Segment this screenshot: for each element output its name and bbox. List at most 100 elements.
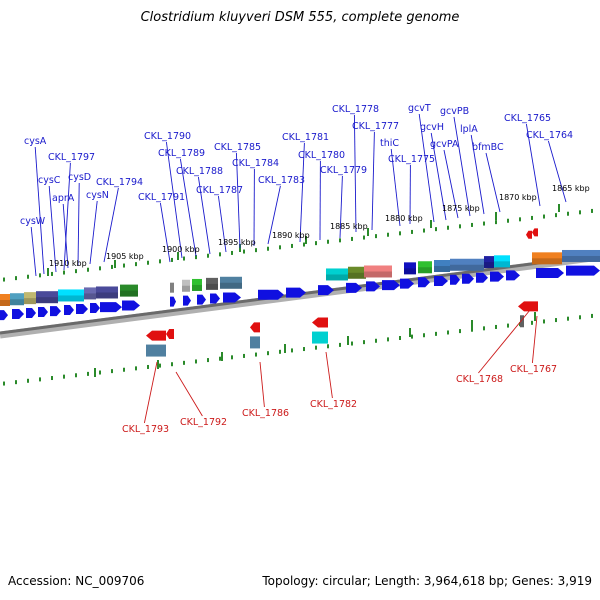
leader-line — [531, 315, 538, 364]
forward-gene-arrow — [462, 273, 474, 284]
reverse-gene-arrow — [146, 330, 166, 341]
leader-line — [34, 146, 45, 275]
gene-label: lplA — [460, 124, 478, 135]
gene-label: aprA — [52, 193, 75, 204]
gene-label: CKL_1775 — [388, 154, 435, 165]
accession-text: Accession: NC_009706 — [8, 574, 145, 588]
leader-line — [159, 202, 171, 263]
function-box — [10, 293, 24, 306]
scale-label: 1880 kbp — [385, 214, 423, 223]
function-box-shade — [58, 295, 84, 302]
forward-gene-arrow — [506, 270, 520, 281]
forward-gene-arrow — [197, 294, 206, 305]
function-box-shade — [24, 298, 36, 305]
leader-line — [339, 175, 343, 239]
scale-label: 1900 kbp — [162, 245, 200, 254]
function-box-shade — [206, 283, 218, 290]
function-box-shade — [192, 284, 202, 291]
function-box — [24, 292, 36, 305]
function-box — [562, 249, 600, 262]
function-box — [0, 294, 10, 306]
forward-gene-arrow — [122, 300, 140, 311]
gene-label: CKL_1777 — [352, 121, 399, 132]
leader-line — [371, 131, 375, 231]
gene-label: CKL_1781 — [282, 132, 329, 143]
function-box — [404, 262, 416, 275]
page-title: Clostridium kluyveri DSM 555, complete g… — [140, 10, 460, 25]
forward-gene-arrow — [566, 265, 600, 276]
gene-label: cysD — [68, 172, 91, 183]
leader-line — [77, 182, 80, 267]
function-box — [450, 258, 484, 271]
leader-line — [470, 134, 485, 215]
gene-label: CKL_1782 — [310, 399, 357, 410]
function-box — [250, 336, 260, 349]
forward-gene-arrow — [346, 282, 362, 293]
leader-line — [478, 309, 531, 374]
forward-gene-arrow — [90, 302, 100, 313]
forward-gene-arrow — [183, 295, 191, 306]
scale-label: 1875 kbp — [442, 204, 480, 213]
function-box — [220, 276, 242, 289]
function-box — [120, 284, 138, 297]
forward-gene-arrow — [223, 292, 241, 303]
leader-line — [547, 140, 567, 203]
function-box — [484, 256, 494, 269]
leader-line — [430, 132, 447, 221]
function-box-shade — [404, 268, 416, 275]
function-box — [326, 268, 348, 281]
forward-gene-arrow — [400, 278, 414, 289]
leader-line — [299, 142, 305, 243]
scale-label: 1890 kbp — [272, 231, 310, 240]
leader-line — [197, 176, 211, 255]
function-box-shade — [434, 266, 450, 273]
function-box-shade — [84, 293, 96, 300]
function-box-shade — [36, 297, 58, 304]
forward-gene-arrow — [366, 281, 380, 292]
leader-line — [525, 123, 541, 207]
function-box — [96, 286, 118, 299]
function-box — [58, 289, 84, 302]
gene-label: CKL_1783 — [258, 175, 305, 186]
function-box — [348, 266, 366, 279]
gene-label: CKL_1768 — [456, 374, 503, 385]
gene-label: cysN — [86, 190, 109, 201]
leader-line — [485, 152, 501, 213]
function-box-shade — [418, 267, 432, 274]
scale-label: 1905 kbp — [106, 252, 144, 261]
leader-line — [179, 158, 197, 257]
forward-gene-arrow — [450, 274, 460, 285]
function-box-shade — [220, 282, 242, 289]
leader-line — [62, 203, 69, 269]
leader-line — [443, 149, 459, 219]
leader-line — [103, 187, 119, 263]
gene-label: CKL_1784 — [232, 158, 279, 169]
function-box — [170, 282, 174, 293]
forward-gene-arrow — [434, 276, 448, 287]
leader-line — [353, 114, 357, 233]
gene-label: CKL_1765 — [504, 113, 551, 124]
reverse-gene-arrow — [166, 328, 174, 339]
reverse-gene-arrow — [518, 301, 538, 312]
function-box — [84, 287, 96, 300]
gene-label: CKL_1793 — [122, 424, 169, 435]
function-box — [206, 277, 218, 290]
forward-gene-arrow — [50, 306, 61, 317]
scale-ticks — [3, 204, 593, 386]
function-box-shade — [450, 264, 484, 271]
gene-label: CKL_1786 — [242, 408, 289, 419]
forward-gene-arrow — [418, 277, 430, 288]
function-box-shade — [494, 261, 510, 268]
function-box-shade — [348, 272, 366, 279]
function-box-shade — [532, 258, 562, 265]
function-box — [434, 260, 450, 273]
gene-label: gcvPA — [430, 139, 459, 150]
function-box-shade — [0, 300, 10, 306]
leader-line — [89, 200, 98, 265]
leader-line — [453, 116, 471, 217]
forward-gene-arrow — [318, 285, 334, 296]
forward-gene-arrow — [26, 307, 36, 318]
scale-label: 1870 kbp — [499, 193, 537, 202]
function-box-shade — [182, 285, 190, 292]
scale-label: 1910 kbp — [49, 259, 87, 268]
